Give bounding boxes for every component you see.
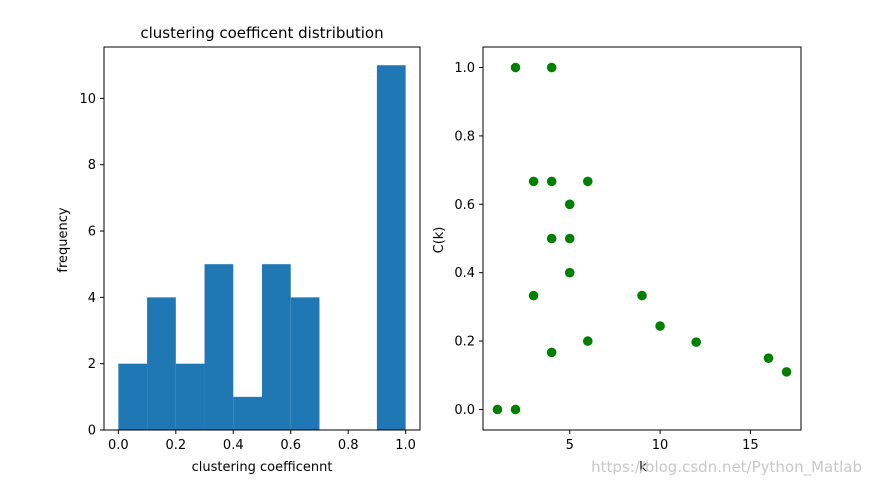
scatter-x-label: k	[639, 460, 647, 475]
scatter-points	[492, 62, 792, 415]
y-tick-label: 2	[88, 357, 96, 372]
histogram-bar	[290, 297, 320, 430]
scatter-point	[510, 404, 521, 415]
scatter-point	[528, 290, 539, 301]
watermark-text: https://blog.csdn.net/Python_Matlab	[591, 458, 862, 477]
scatter-point	[546, 233, 557, 244]
y-tick-label: 8	[88, 158, 96, 173]
x-tick-label: 0.6	[280, 438, 301, 453]
histogram-bar	[175, 363, 205, 430]
x-tick-label: 10	[652, 438, 669, 453]
histogram-bars	[118, 65, 406, 430]
scatter-point	[655, 321, 665, 331]
y-tick-label: 6	[88, 225, 96, 240]
y-tick-label: 4	[88, 291, 96, 306]
y-tick-label: 0.4	[454, 266, 475, 281]
y-tick-label: 1.0	[454, 61, 475, 76]
x-tick-label: 0.4	[223, 438, 244, 453]
scatter-point	[781, 367, 792, 377]
x-tick-label: 1.0	[395, 438, 416, 453]
scatter-point	[582, 336, 593, 346]
x-tick-label: 0.0	[108, 438, 129, 453]
histogram-bar	[262, 264, 291, 430]
scatter-y-label: C(k)	[432, 227, 447, 254]
y-tick-label: 0.8	[454, 129, 475, 144]
scatter-point	[546, 347, 557, 358]
histogram-bar	[147, 297, 176, 430]
x-tick-label: 5	[566, 438, 574, 453]
scatter-point	[492, 404, 503, 415]
x-tick-label: 0.8	[338, 438, 359, 453]
scatter-y-ticks: 0.0 0.2 0.4 0.6 0.8 1.0	[454, 61, 483, 418]
scatter-x-ticks: 5 10 15	[566, 430, 759, 453]
histogram-bar	[376, 65, 406, 430]
histogram-title: clustering coefficent distribution	[140, 24, 383, 42]
histogram-bar	[118, 363, 148, 430]
histogram-axes-frame	[103, 46, 421, 431]
histogram-bar	[233, 396, 262, 430]
scatter-point	[564, 267, 575, 278]
scatter-point	[564, 233, 575, 244]
x-tick-label: 15	[742, 438, 759, 453]
y-tick-label: 0.6	[454, 198, 475, 213]
y-tick-label: 0	[88, 424, 96, 439]
scatter-point	[510, 62, 521, 73]
scatter-point	[582, 176, 593, 187]
x-tick-label: 0.2	[165, 438, 186, 453]
scatter-point	[528, 176, 539, 187]
scatter-point	[763, 353, 774, 363]
scatter-point	[546, 62, 557, 73]
histogram-panel: clustering coefficent distribution 0.0 0.…	[56, 24, 421, 475]
scatter-point	[691, 337, 702, 347]
histogram-x-label: clustering coefficennt	[192, 460, 333, 475]
scatter-axes-frame	[482, 46, 802, 431]
histogram-y-label: frequency	[56, 207, 71, 273]
histogram-bar	[204, 264, 234, 430]
scatter-point	[564, 199, 575, 210]
y-tick-label: 10	[79, 92, 96, 107]
y-tick-label: 0.0	[454, 403, 475, 418]
histogram-x-ticks: 0.0 0.2 0.4 0.6 0.8 1.0	[108, 430, 416, 453]
histogram-y-ticks: 0 2 4 6 8 10	[79, 92, 104, 439]
y-tick-label: 0.2	[454, 335, 475, 350]
scatter-point	[546, 176, 557, 187]
scatter-point	[637, 290, 647, 301]
scatter-panel: 5 10 15 0.0 0.2 0.4 0.6 0.8 1.0 k C(k)	[432, 46, 802, 475]
